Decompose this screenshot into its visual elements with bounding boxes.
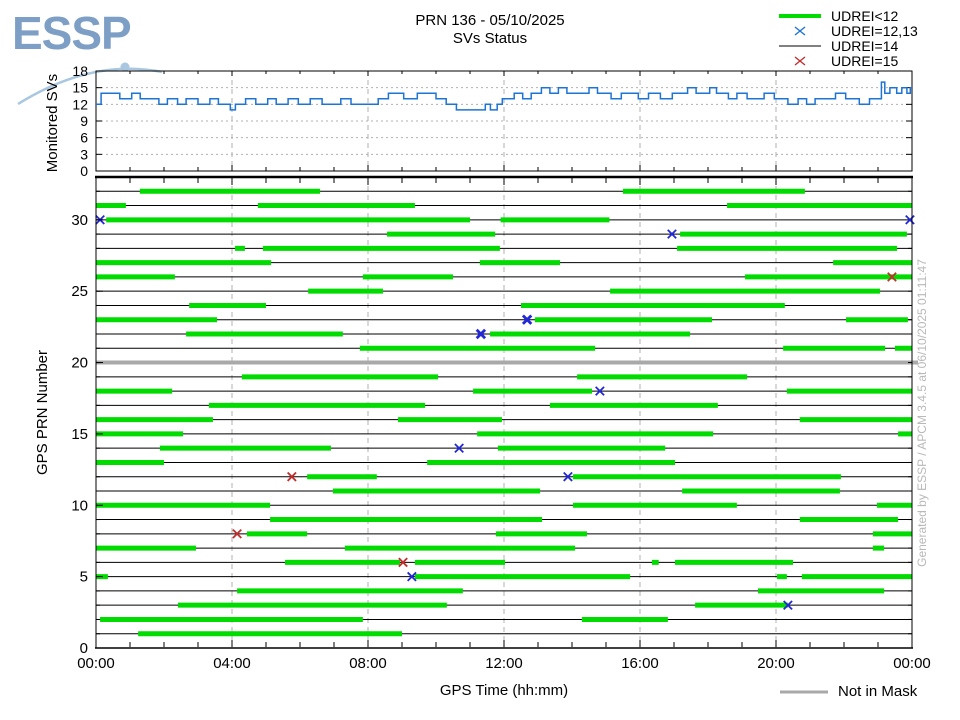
udrei1213-marker — [475, 328, 487, 340]
title-line-1: PRN 136 - 05/10/2025 — [415, 12, 565, 29]
time-xtick-label: 08:00 — [349, 655, 387, 672]
udrei1213-marker — [595, 386, 605, 396]
prn-ytick-label: 30 — [71, 212, 88, 229]
legend-item: UDREI=15 — [775, 52, 918, 69]
not-in-mask-swatch — [780, 690, 828, 693]
udrei1213-marker — [521, 314, 533, 325]
chart-title: PRN 136 - 05/10/2025 SVs Status — [290, 12, 690, 48]
udrei1213-marker — [905, 214, 915, 225]
udrei1213-marker — [563, 471, 573, 482]
prn-ytick-label: 15 — [71, 426, 88, 443]
udrei15-marker — [287, 471, 297, 482]
time-xtick-label: 12:00 — [485, 655, 523, 672]
monitored-ytick-label: 3 — [80, 146, 88, 162]
time-xlabel: GPS Time (hh:mm) — [440, 682, 568, 699]
monitored-ytick-label: 9 — [80, 113, 88, 129]
monitored-ytick-label: 12 — [72, 96, 88, 112]
generated-by-watermark: Generated by ESSP / APCM 3.4.5 at 06/10/… — [915, 259, 929, 567]
legend-label: UDREI=14 — [831, 37, 899, 54]
orbit-satellite-dot — [120, 62, 130, 72]
udrei1213-marker — [407, 571, 417, 582]
udrei1213-marker — [667, 229, 677, 239]
monitored-ytick-label: 18 — [72, 63, 88, 79]
prn-ylabel: GPS PRN Number — [34, 350, 51, 475]
legend-label: UDREI=12,13 — [831, 22, 918, 39]
not-in-mask-label: Not in Mask — [838, 683, 918, 700]
legend-swatch-red-cross — [794, 55, 806, 66]
udrei15-marker — [232, 528, 242, 539]
legend-label: UDREI=15 — [831, 52, 899, 69]
legend-item: UDREI<12 — [775, 7, 918, 24]
udrei-legend: UDREI<12 UDREI=12,13 UDREI=14 UDREI=15 — [775, 7, 918, 69]
legend-swatch-black-line — [779, 45, 821, 46]
udrei15-marker — [398, 557, 408, 568]
essp-logo: ESSP — [12, 7, 172, 106]
time-xtick-label: 20:00 — [757, 655, 795, 672]
legend-swatch-blue-cross — [794, 25, 806, 36]
legend-label: UDREI<12 — [831, 7, 899, 24]
prn-ytick-label: 10 — [71, 497, 88, 514]
monitored-ytick-label: 0 — [80, 163, 88, 179]
prn-ytick-label: 0 — [80, 640, 88, 657]
monitored-svs-step-line — [96, 81, 912, 111]
title-line-2: SVs Status — [452, 30, 528, 47]
monitored-ylabel: Monitored SVs — [44, 74, 61, 172]
not-in-mask-legend: Not in Mask — [778, 683, 917, 700]
monitored-ytick-label: 15 — [72, 80, 88, 96]
legend-item: UDREI=12,13 — [775, 22, 918, 39]
prn-ytick-label: 5 — [80, 569, 88, 586]
udrei1213-marker — [454, 443, 464, 454]
essp-logo-text: ESSP — [12, 7, 132, 59]
monitored-ytick-label: 6 — [80, 130, 88, 146]
prn-ytick-label: 25 — [71, 283, 88, 300]
time-xtick-label: 04:00 — [213, 655, 251, 672]
essp-logo-orbit-arc — [17, 62, 163, 106]
time-xtick-label: 00:00 — [893, 655, 931, 672]
udrei15-marker — [887, 272, 897, 282]
prn-ytick-label: 20 — [71, 355, 88, 372]
legend-item: UDREI=14 — [775, 37, 918, 54]
orbit-arc-path — [17, 67, 163, 106]
legend-swatch-green-line — [779, 13, 821, 18]
time-xtick-label: 00:00 — [77, 655, 115, 672]
udrei1213-marker — [783, 600, 793, 611]
time-xtick-label: 16:00 — [621, 655, 659, 672]
